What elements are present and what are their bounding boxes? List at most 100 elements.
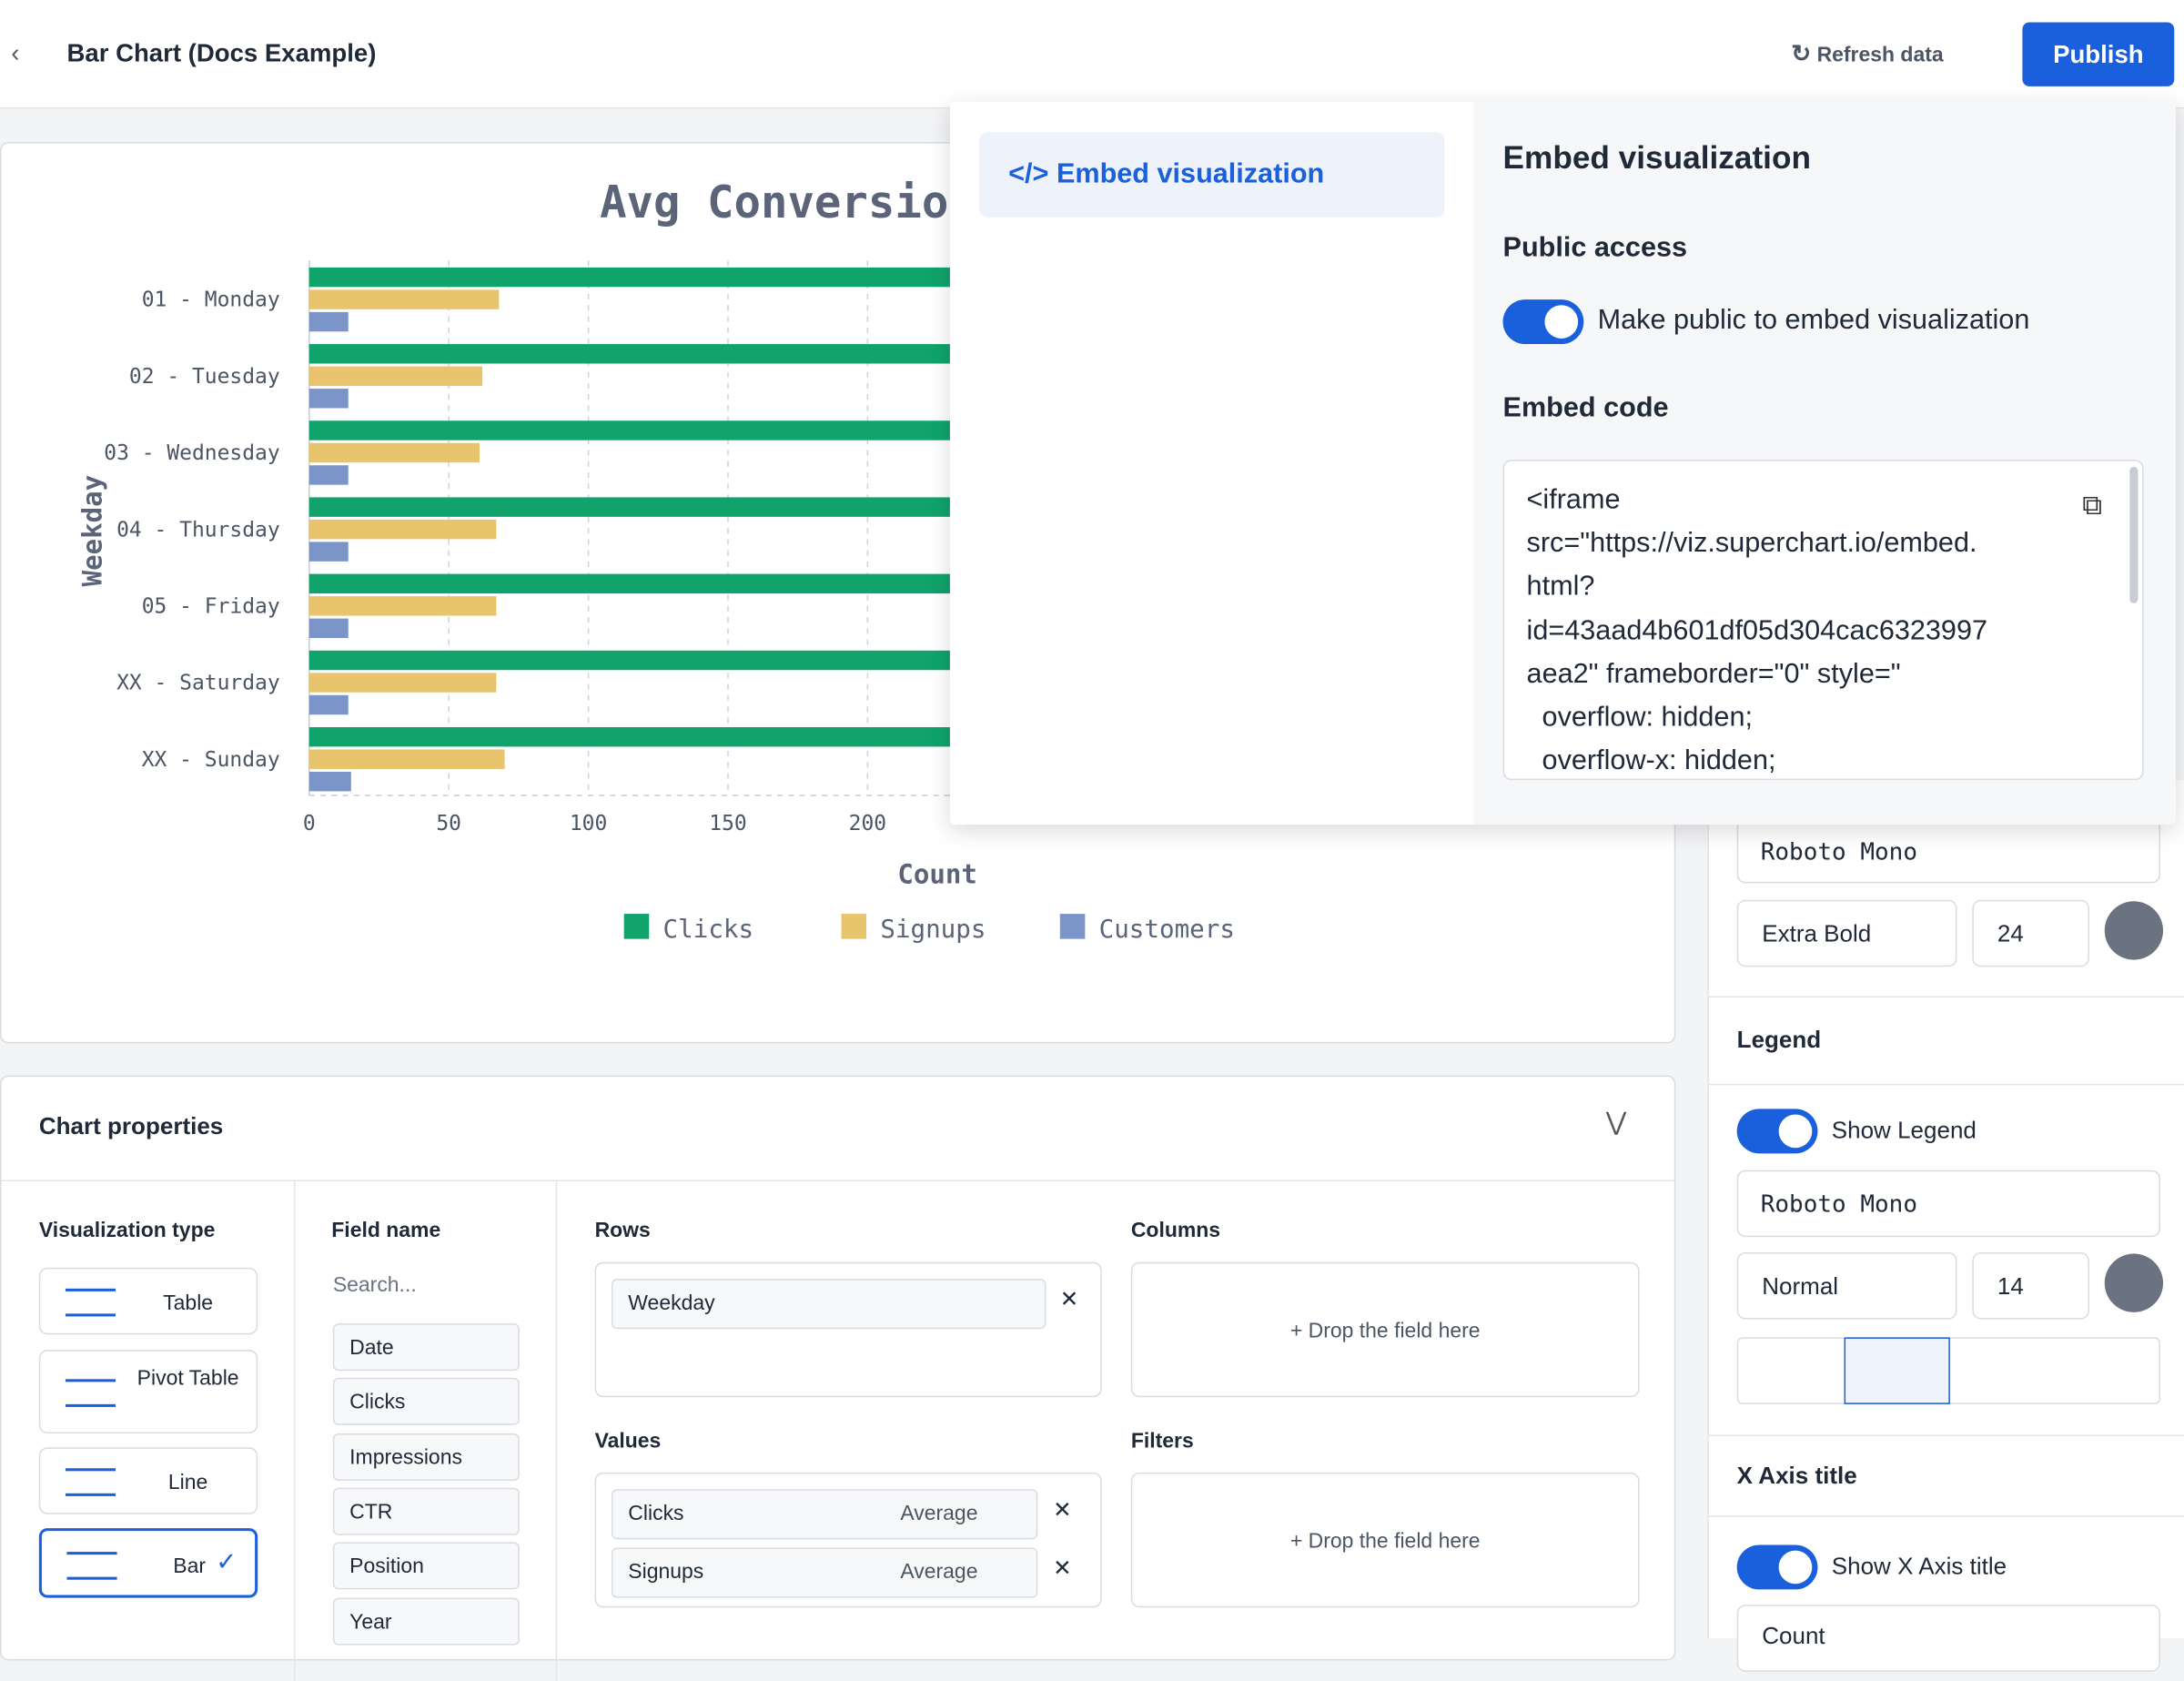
remove-button[interactable]: ✕ bbox=[1059, 1288, 1079, 1312]
value-name: Clicks bbox=[628, 1501, 684, 1526]
value-aggregation[interactable]: Average bbox=[900, 1560, 978, 1585]
field-chip[interactable]: Date bbox=[332, 1323, 520, 1372]
title-font-select[interactable]: Roboto Mono bbox=[1736, 818, 2160, 884]
bar bbox=[308, 771, 351, 792]
y-tick-label: XX - Saturday bbox=[116, 672, 280, 695]
y-tick-label: 01 - Monday bbox=[142, 289, 280, 312]
value-chip[interactable]: Clicks Average bbox=[611, 1489, 1038, 1540]
divider bbox=[1709, 1434, 2184, 1437]
divider bbox=[1709, 1083, 2184, 1086]
bar bbox=[308, 389, 349, 409]
public-toggle[interactable] bbox=[1502, 299, 1584, 345]
filters-dropzone[interactable]: + Drop the field here bbox=[1130, 1472, 1640, 1608]
viz-type-button[interactable]: Table bbox=[38, 1267, 258, 1335]
bar bbox=[308, 596, 497, 616]
viz-type-icon bbox=[65, 1379, 116, 1407]
legend-swatch bbox=[623, 914, 650, 939]
value-name: Signups bbox=[628, 1560, 704, 1585]
page-title: Bar Chart (Docs Example) bbox=[66, 38, 377, 67]
filters-label: Filters bbox=[1130, 1429, 1194, 1453]
copy-button[interactable]: ⧉ bbox=[2082, 490, 2103, 522]
legend-color[interactable] bbox=[2104, 1253, 2164, 1312]
back-button[interactable]: ‹ bbox=[11, 38, 20, 67]
x-axis-toggle-label: Show X Axis title bbox=[1831, 1553, 2007, 1580]
embed-heading: Embed visualization bbox=[1502, 139, 1811, 176]
legend-toggle[interactable] bbox=[1736, 1109, 1818, 1154]
field-chip[interactable]: Impressions bbox=[332, 1433, 520, 1481]
viz-type-icon bbox=[66, 1552, 117, 1580]
bar bbox=[308, 749, 505, 769]
embed-menu-item[interactable]: </> Embed visualization bbox=[979, 132, 1445, 218]
bar bbox=[308, 289, 500, 309]
bar bbox=[308, 673, 497, 693]
x-axis-toggle[interactable] bbox=[1736, 1544, 1818, 1590]
viz-type-label: Pivot Table bbox=[136, 1366, 239, 1391]
code-line: <iframe bbox=[1526, 484, 1621, 516]
field-chip[interactable]: CTR bbox=[332, 1487, 520, 1535]
check-icon: ✓ bbox=[216, 1547, 238, 1576]
bar bbox=[308, 519, 497, 540]
remove-button[interactable]: ✕ bbox=[1053, 1498, 1072, 1523]
code-line: html? bbox=[1526, 572, 1595, 603]
embed-popover: </> Embed visualization Embed visualizat… bbox=[949, 101, 2176, 825]
field-search[interactable]: Search... bbox=[332, 1272, 417, 1297]
legend-position-selected[interactable] bbox=[1844, 1337, 1950, 1404]
x-axis-title: Count bbox=[897, 858, 977, 889]
embed-code-box[interactable]: <iframe src="https://viz.superchart.io/em… bbox=[1502, 460, 2144, 781]
bar bbox=[308, 442, 480, 463]
embed-code-label: Embed code bbox=[1502, 392, 1669, 424]
columns-dropzone[interactable]: + Drop the field here bbox=[1130, 1261, 1640, 1398]
value-aggregation[interactable]: Average bbox=[900, 1501, 978, 1526]
bar bbox=[308, 366, 483, 386]
title-weight-select[interactable]: Extra Bold bbox=[1736, 899, 1957, 967]
collapse-button[interactable]: ⋁ bbox=[1605, 1107, 1627, 1136]
x-tick-label: 50 bbox=[436, 812, 461, 835]
field-name-label: Field name bbox=[331, 1219, 441, 1243]
legend-swatch bbox=[1059, 914, 1086, 939]
public-access-label: Public access bbox=[1502, 232, 1688, 264]
title-size-input[interactable]: 24 bbox=[1972, 899, 2089, 967]
field-chip[interactable]: Position bbox=[332, 1542, 520, 1590]
legend-label: Signups bbox=[880, 915, 986, 944]
values-label: Values bbox=[594, 1429, 662, 1453]
divider bbox=[1, 1180, 1677, 1181]
viz-type-button[interactable]: Line bbox=[38, 1447, 258, 1514]
value-chip[interactable]: Signups Average bbox=[611, 1547, 1038, 1598]
y-tick-label: 05 - Friday bbox=[142, 594, 280, 618]
row-chip[interactable]: Weekday bbox=[611, 1279, 1046, 1330]
y-axis-title: Weekday bbox=[77, 475, 108, 587]
bar bbox=[308, 311, 349, 332]
x-tick-label: 0 bbox=[303, 812, 316, 835]
viz-type-icon bbox=[65, 1468, 116, 1496]
divider bbox=[293, 1180, 296, 1681]
legend-size-input[interactable]: 14 bbox=[1972, 1252, 2089, 1320]
viz-type-button[interactable]: Pivot Table bbox=[38, 1350, 258, 1433]
embed-menu-label: Embed visualization bbox=[1056, 158, 1325, 190]
bar bbox=[308, 618, 349, 639]
embed-content: Embed visualization Public access Make p… bbox=[1473, 101, 2176, 825]
field-chip[interactable]: Clicks bbox=[332, 1378, 520, 1426]
legend-toggle-label: Show Legend bbox=[1831, 1117, 1977, 1144]
legend-font-select[interactable]: Roboto Mono bbox=[1736, 1170, 2160, 1238]
y-tick-label: XX - Sunday bbox=[142, 748, 280, 772]
viz-type-label: Visualization type bbox=[38, 1219, 216, 1243]
publish-button[interactable]: Publish bbox=[2022, 22, 2175, 86]
scrollbar bbox=[2129, 466, 2138, 603]
properties-title: Chart properties bbox=[38, 1112, 224, 1140]
title-color[interactable] bbox=[2104, 901, 2164, 960]
code-line: overflow-x: hidden; bbox=[1526, 745, 1776, 776]
bar bbox=[308, 465, 349, 485]
refresh-button[interactable]: ↻ Refresh data bbox=[1791, 40, 1943, 68]
legend-weight-select[interactable]: Normal bbox=[1736, 1252, 1957, 1320]
field-chip[interactable]: Year bbox=[332, 1596, 520, 1645]
columns-label: Columns bbox=[1130, 1219, 1221, 1243]
remove-button[interactable]: ✕ bbox=[1053, 1557, 1072, 1582]
chart-title: Avg Conversio bbox=[600, 177, 948, 228]
divider bbox=[1709, 1515, 2184, 1517]
y-tick-label: 02 - Tuesday bbox=[129, 365, 280, 389]
code-line: overflow: hidden; bbox=[1526, 702, 1754, 734]
code-line: src="https://viz.superchart.io/embed. bbox=[1526, 528, 1977, 560]
x-tick-label: 150 bbox=[709, 812, 746, 835]
viz-type-button[interactable]: Bar ✓ bbox=[38, 1528, 258, 1598]
